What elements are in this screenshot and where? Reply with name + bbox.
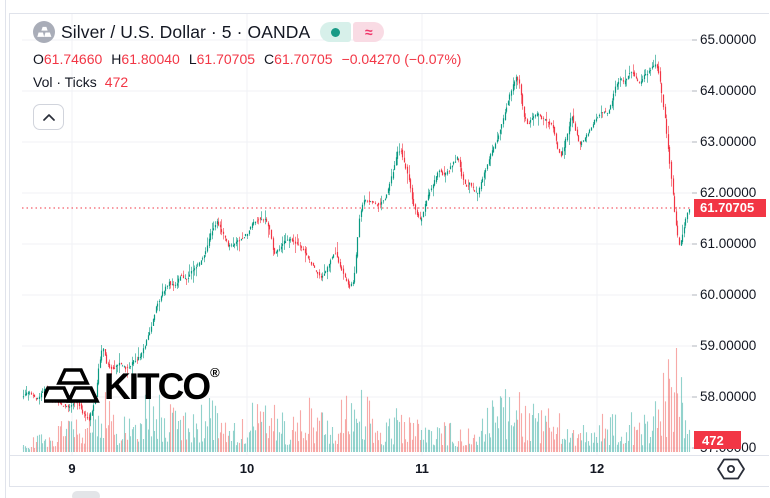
volume-bars-up <box>22 377 691 452</box>
last-price-badge: 61.70705 <box>694 198 766 217</box>
market-open-dot-icon <box>331 27 341 37</box>
price-axis-label: 65.00000 <box>700 32 757 47</box>
kitco-ingots-icon <box>44 368 100 403</box>
price-axis-label: 58.00000 <box>700 389 757 404</box>
approx-icon: ≈ <box>364 24 373 40</box>
chart-legend: Silver / U.S. Dollar · 5 · OANDA ≈ O61.7… <box>33 20 461 90</box>
silver-symbol-icon <box>33 21 55 43</box>
registered-mark: ® <box>210 364 220 380</box>
volume-bars-down <box>30 348 681 452</box>
time-axis-label: 9 <box>68 461 76 476</box>
price-axis-label: 59.00000 <box>700 338 757 353</box>
tradingview-hexagon-logo-icon[interactable] <box>717 457 745 481</box>
candle-bodies-down <box>30 64 681 421</box>
delayed-data-pill[interactable]: ≈ <box>353 22 385 42</box>
high-value: 61.80040 <box>121 51 180 67</box>
high-label: H <box>111 51 122 67</box>
time-axis-label: 11 <box>415 461 429 476</box>
price-axis-label: 62.00000 <box>700 185 757 200</box>
price-axis-label: 64.00000 <box>700 83 757 98</box>
price-axis-label: 63.00000 <box>700 134 757 149</box>
volume-legend: Vol · Ticks 472 <box>33 74 461 90</box>
candle-bodies-up <box>22 64 691 421</box>
price-axis-label: 60.00000 <box>700 287 757 302</box>
market-status-pills[interactable]: ≈ <box>320 22 385 42</box>
close-value: 61.70705 <box>274 51 333 67</box>
kitco-watermark: KITCO ® <box>44 364 220 407</box>
time-axis-label: 10 <box>239 461 255 476</box>
low-value: 61.70705 <box>196 51 256 67</box>
change-value: −0.04270 (−0.07%) <box>341 51 462 67</box>
volume-badge: 472 <box>694 431 741 449</box>
scrollbar-thumb[interactable] <box>72 491 100 498</box>
volume-value: 472 <box>104 74 129 90</box>
time-axis-separator <box>10 455 769 456</box>
time-axis-label: 12 <box>589 461 605 476</box>
open-label: O <box>33 51 44 67</box>
market-open-pill[interactable] <box>320 22 352 42</box>
kitco-brand-text: KITCO <box>104 365 211 407</box>
page-left-border <box>5 0 6 498</box>
ohlc-legend: O61.74660 H61.80040 L61.70705 C61.70705 −0.0… <box>33 51 461 67</box>
volume-label: Vol · Ticks <box>33 74 97 90</box>
open-value: 61.74660 <box>43 51 103 67</box>
chevron-up-icon <box>42 113 55 121</box>
price-axis-label: 61.00000 <box>700 236 757 251</box>
collapse-legend-button[interactable] <box>33 104 64 130</box>
symbol-title-row: Silver / U.S. Dollar · 5 · OANDA ≈ <box>33 20 461 44</box>
symbol-title[interactable]: Silver / U.S. Dollar · 5 · OANDA <box>61 21 311 42</box>
close-label: C <box>264 51 275 67</box>
low-label: L <box>188 51 197 67</box>
